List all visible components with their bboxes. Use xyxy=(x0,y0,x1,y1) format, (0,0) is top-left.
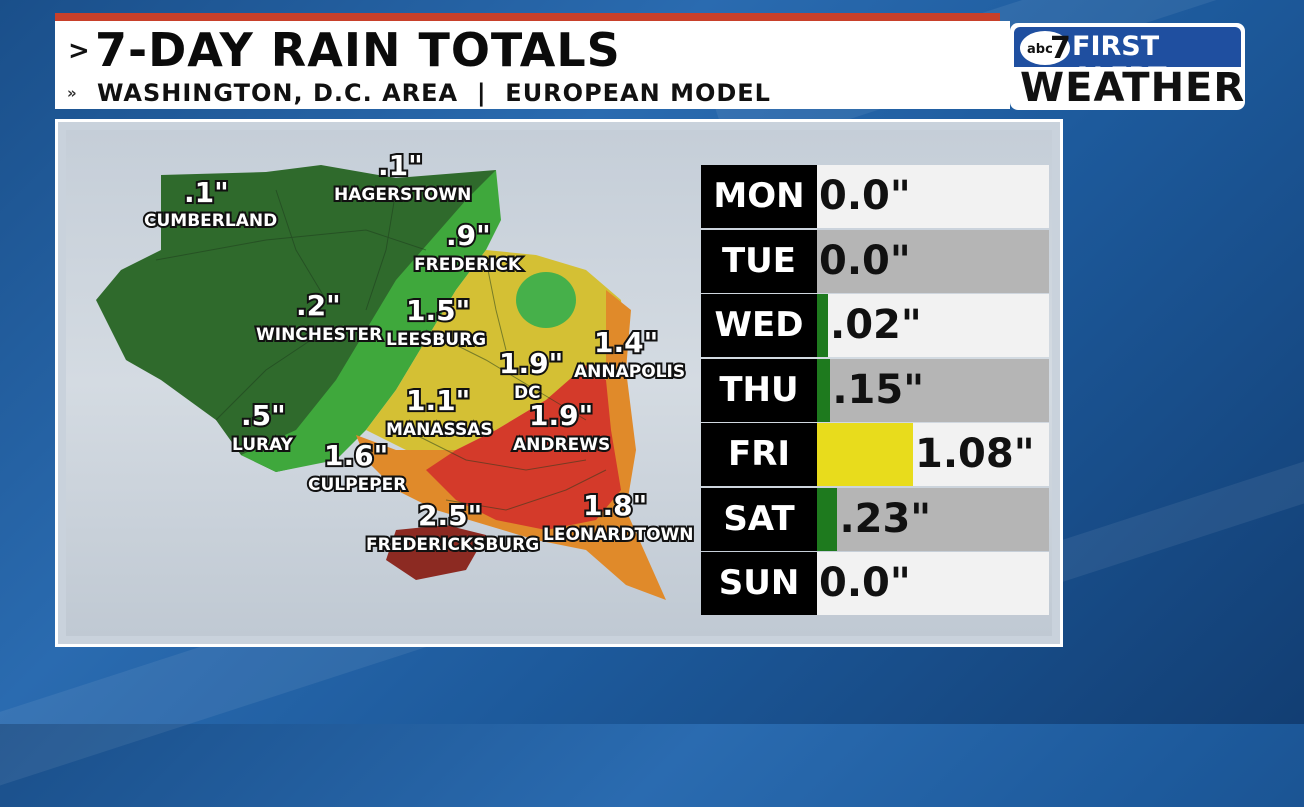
rain-value: 1.4" xyxy=(594,326,658,359)
rain-amount: .02" xyxy=(830,302,922,348)
city-name: DC xyxy=(514,383,541,403)
header: > 7-DAY RAIN TOTALS » WASHINGTON, D.C. A… xyxy=(55,21,1010,109)
map-label-winchester: .2" WINCHESTER xyxy=(254,287,384,347)
rain-amount-cell: .15" xyxy=(817,358,1049,422)
rain-value: .1" xyxy=(184,176,229,209)
rain-value: 1.9" xyxy=(499,347,563,380)
day-label: MON xyxy=(701,165,817,228)
first-alert-label: FIRST ALERT xyxy=(1072,31,1167,93)
map-label-annapolis: 1.4" ANNAPOLIS xyxy=(572,324,687,384)
channel-number: 7 xyxy=(1050,31,1071,66)
rain-value: 1.5" xyxy=(406,294,470,327)
rain-amount-cell: 0.0" xyxy=(817,552,1049,615)
rain-amount-cell: .02" xyxy=(817,294,1049,357)
rain-value: 1.6" xyxy=(324,439,388,472)
rain-amount: 0.0" xyxy=(819,237,911,284)
rain-amount-cell: 0.0" xyxy=(817,165,1049,228)
day-label: SUN xyxy=(701,552,817,615)
rain-bar xyxy=(817,294,828,357)
map-label-leesburg: 1.5" LEESBURG xyxy=(384,292,488,352)
map-label-fredericksburg: 2.5" FREDERICKSBURG xyxy=(364,497,541,557)
day-label: FRI xyxy=(701,423,817,486)
city-name: LEONARDTOWN xyxy=(543,525,694,545)
rain-value: 1.1" xyxy=(406,384,470,417)
page-title: 7-DAY RAIN TOTALS xyxy=(95,23,621,77)
rain-amount: .23" xyxy=(839,495,932,542)
city-name: ANDREWS xyxy=(513,435,610,455)
header-accent-bar xyxy=(55,13,1000,21)
city-name: HAGERSTOWN xyxy=(334,185,471,205)
abc7-logo: abc 7 xyxy=(1020,31,1071,66)
day-row-fri: FRI 1.08" xyxy=(701,423,1049,486)
rain-amount: .15" xyxy=(832,366,925,413)
region-red xyxy=(426,365,621,530)
map-label-cumberland: .1" CUMBERLAND xyxy=(142,174,279,233)
map-panel: .1" CUMBERLAND .1" HAGERSTOWN .9" FREDER… xyxy=(55,119,1063,647)
map-label-frederick: .9" FREDERICK xyxy=(412,217,524,277)
map-label-luray: .5" LURAY xyxy=(230,397,296,457)
day-label: WED xyxy=(701,294,817,357)
rain-value: 2.5" xyxy=(418,499,482,532)
rain-amount: 0.0" xyxy=(819,173,911,219)
day-label: SAT xyxy=(701,487,817,551)
map-label-manassas: 1.1" MANASSAS xyxy=(384,382,495,442)
page-subtitle: WASHINGTON, D.C. AREA | EUROPEAN MODEL xyxy=(97,79,771,107)
map-label-leonardtown: 1.8" LEONARDTOWN xyxy=(541,487,696,547)
city-name: FREDERICK xyxy=(414,255,522,275)
county-lines xyxy=(155,189,607,511)
city-name: LEESBURG xyxy=(386,330,486,350)
city-name: WINCHESTER xyxy=(256,325,382,345)
region-dark-red xyxy=(386,525,486,580)
rain-amount-cell: .23" xyxy=(817,487,1049,551)
region-dark-green xyxy=(96,165,496,472)
day-row-sun: SUN 0.0" xyxy=(701,552,1049,615)
city-name: MANASSAS xyxy=(386,420,493,440)
rain-amount: 1.08" xyxy=(915,431,1035,477)
map-panel-inner: .1" CUMBERLAND .1" HAGERSTOWN .9" FREDER… xyxy=(66,130,1052,636)
region-green-blob xyxy=(516,272,576,328)
rain-bar xyxy=(817,487,838,551)
rain-bar xyxy=(817,358,831,422)
city-name: LURAY xyxy=(232,435,294,455)
day-row-sat: SAT .23" xyxy=(701,487,1049,551)
rain-amount-cell: 0.0" xyxy=(817,229,1049,293)
rain-amount-cell: 1.08" xyxy=(817,423,1049,486)
rain-value: .1" xyxy=(378,149,423,182)
rain-value: .9" xyxy=(446,219,491,252)
rainfall-map: .1" CUMBERLAND .1" HAGERSTOWN .9" FREDER… xyxy=(96,147,696,600)
map-label-hagerstown: .1" HAGERSTOWN xyxy=(332,147,473,207)
rain-value: .2" xyxy=(296,289,341,322)
city-name: CUMBERLAND xyxy=(144,211,277,231)
region-light-green xyxy=(241,170,501,472)
daily-rain-table: MON 0.0" TUE 0.0" WED .02" THU .15" FRI 1.08" SAT.… xyxy=(701,165,1049,615)
city-name: FREDERICKSBURG xyxy=(366,535,539,555)
rain-bar xyxy=(817,423,913,486)
weather-label: WEATHER xyxy=(1020,65,1246,111)
rain-value: 1.8" xyxy=(583,489,647,522)
day-row-mon: MON 0.0" xyxy=(701,165,1049,228)
city-name: CULPEPER xyxy=(308,475,406,495)
station-logo: abc 7 FIRST ALERT WEATHER xyxy=(1010,23,1246,111)
abc-network-label: abc xyxy=(1027,42,1053,57)
map-label-culpeper: 1.6" CULPEPER xyxy=(306,437,408,497)
city-name: ANNAPOLIS xyxy=(574,362,685,382)
day-row-thu: THU .15" xyxy=(701,358,1049,422)
double-chevron-icon: » xyxy=(67,84,77,102)
logo-banner: abc 7 FIRST ALERT xyxy=(1014,27,1241,93)
map-label-dc: 1.9" DC xyxy=(497,345,565,405)
rain-amount: 0.0" xyxy=(819,560,911,606)
rain-value: 1.9" xyxy=(529,399,593,432)
day-row-tue: TUE 0.0" xyxy=(701,229,1049,293)
day-row-wed: WED .02" xyxy=(701,294,1049,357)
rain-value: .5" xyxy=(241,399,286,432)
day-label: THU xyxy=(701,358,817,422)
map-label-andrews: 1.9" ANDREWS xyxy=(511,397,612,457)
day-label: TUE xyxy=(701,229,817,293)
chevron-right-icon: > xyxy=(68,36,90,66)
